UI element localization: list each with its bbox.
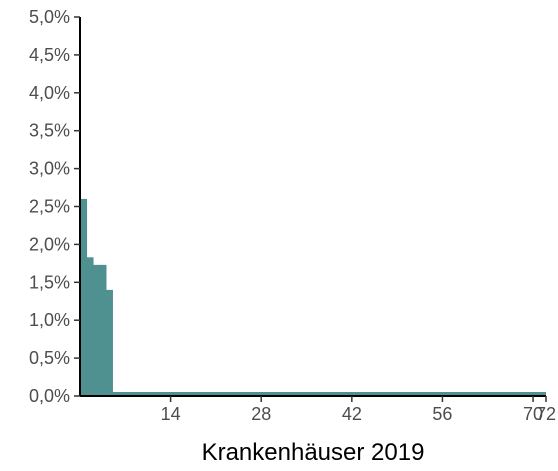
y-tick-label: 0,0% [29,386,70,406]
y-tick-label: 1,5% [29,272,70,292]
y-tick-label: 0,5% [29,348,70,368]
x-tick-label: 56 [432,404,452,424]
x-axis-title: Krankenhäuser 2019 [202,439,425,466]
bar [92,264,101,396]
x-tick-label: 14 [161,404,181,424]
y-ticks: 0,0% 0,5% 1,0% 1,5% 2,0% 2,5% 3,0% 3,5% 4,0% 4,5%… [29,7,80,406]
x-tick-label: 72 [536,404,556,424]
y-tick-label: 1,0% [29,310,70,330]
y-tick-label: 2,0% [29,234,70,254]
y-tick-label: 4,5% [29,45,70,65]
bar [105,289,113,396]
baseline-strip [80,392,546,396]
y-tick-label: 2,5% [29,197,70,217]
bar [80,198,88,396]
bars [80,198,113,396]
y-tick-label: 4,0% [29,83,70,103]
x-tick-label: 42 [342,404,362,424]
bar [86,257,94,396]
x-tick-label: 70 [523,404,543,424]
y-tick-label: 3,0% [29,159,70,179]
x-tick-label: 28 [251,404,271,424]
bar [99,264,107,396]
y-tick-label: 5,0% [29,7,70,27]
y-tick-label: 3,5% [29,121,70,141]
